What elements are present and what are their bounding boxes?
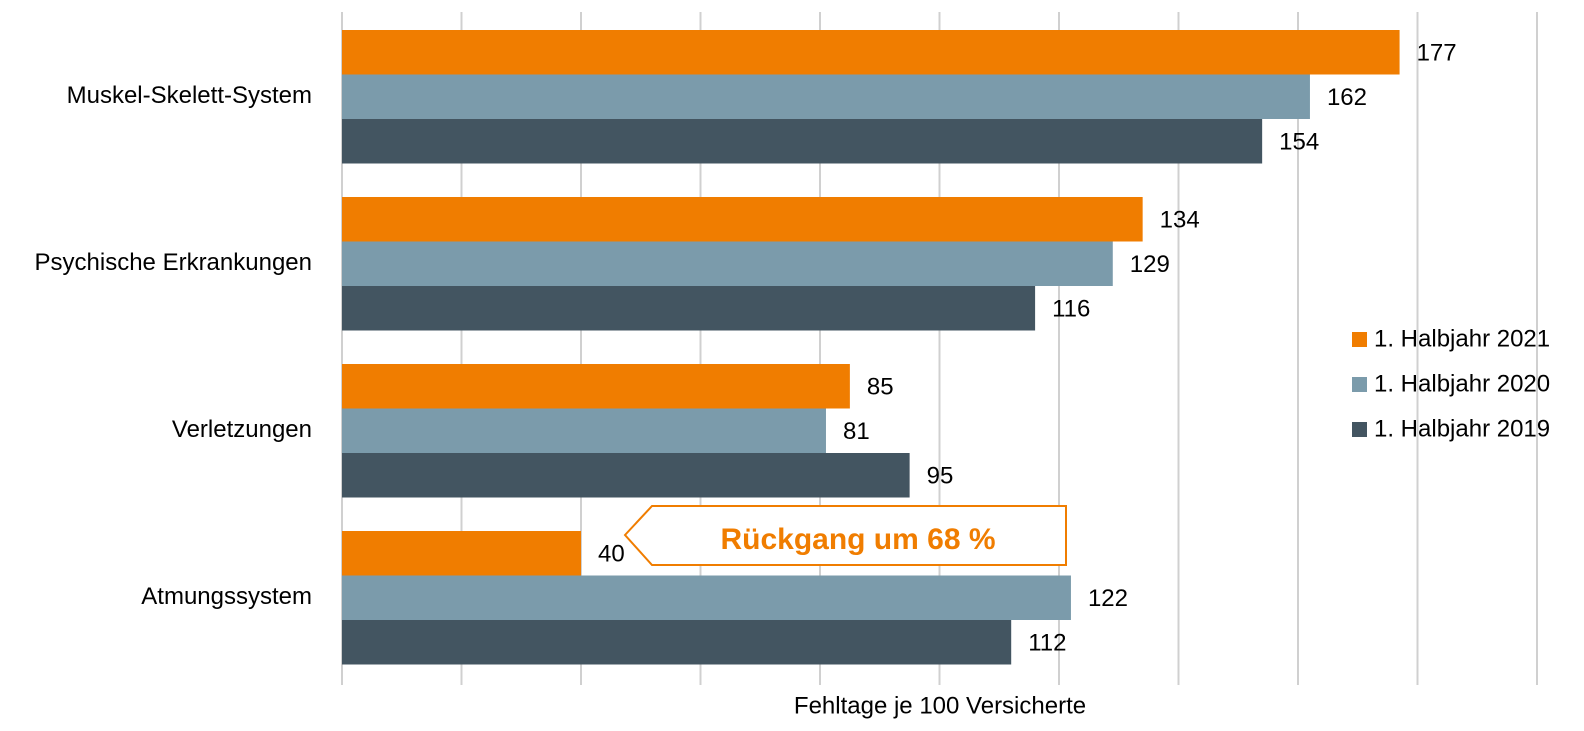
annotation-box bbox=[623, 505, 1067, 566]
data-label: 81 bbox=[843, 418, 870, 445]
data-label: 116 bbox=[1052, 296, 1090, 323]
bar bbox=[342, 453, 910, 498]
bar bbox=[342, 241, 1113, 286]
legend-swatch bbox=[1352, 377, 1367, 392]
y-tick-label: Muskel-Skelett-System bbox=[67, 82, 312, 109]
y-tick-label: Atmungssystem bbox=[141, 583, 312, 610]
bar bbox=[342, 30, 1400, 75]
annotation: Rückgang um 68 % bbox=[720, 523, 995, 556]
data-label: 162 bbox=[1327, 84, 1367, 111]
bar bbox=[342, 408, 826, 453]
data-label: 154 bbox=[1279, 129, 1319, 156]
bar bbox=[342, 119, 1263, 164]
data-label: 40 bbox=[598, 541, 625, 568]
legend-swatch bbox=[1352, 332, 1367, 347]
legend-label: 1. Halbjahr 2020 bbox=[1374, 370, 1550, 397]
data-label: 95 bbox=[927, 463, 954, 490]
data-label: 177 bbox=[1417, 40, 1457, 67]
bar bbox=[342, 364, 850, 409]
data-label: 85 bbox=[867, 374, 894, 401]
bar bbox=[342, 531, 581, 576]
y-tick-label: Psychische Erkrankungen bbox=[35, 249, 312, 276]
data-label: 122 bbox=[1088, 585, 1128, 612]
data-label: 134 bbox=[1160, 207, 1200, 234]
legend-label: 1. Halbjahr 2021 bbox=[1374, 325, 1550, 352]
bar bbox=[342, 620, 1012, 665]
bar bbox=[342, 286, 1036, 331]
bar bbox=[342, 74, 1310, 119]
data-label: 129 bbox=[1130, 251, 1170, 278]
legend-label: 1. Halbjahr 2019 bbox=[1374, 415, 1550, 442]
bar bbox=[342, 197, 1143, 242]
bar bbox=[342, 575, 1071, 620]
x-axis-label: Fehltage je 100 Versicherte bbox=[794, 692, 1086, 719]
y-tick-label: Verletzungen bbox=[172, 416, 312, 443]
legend-swatch bbox=[1352, 422, 1367, 437]
data-label: 112 bbox=[1028, 630, 1066, 657]
